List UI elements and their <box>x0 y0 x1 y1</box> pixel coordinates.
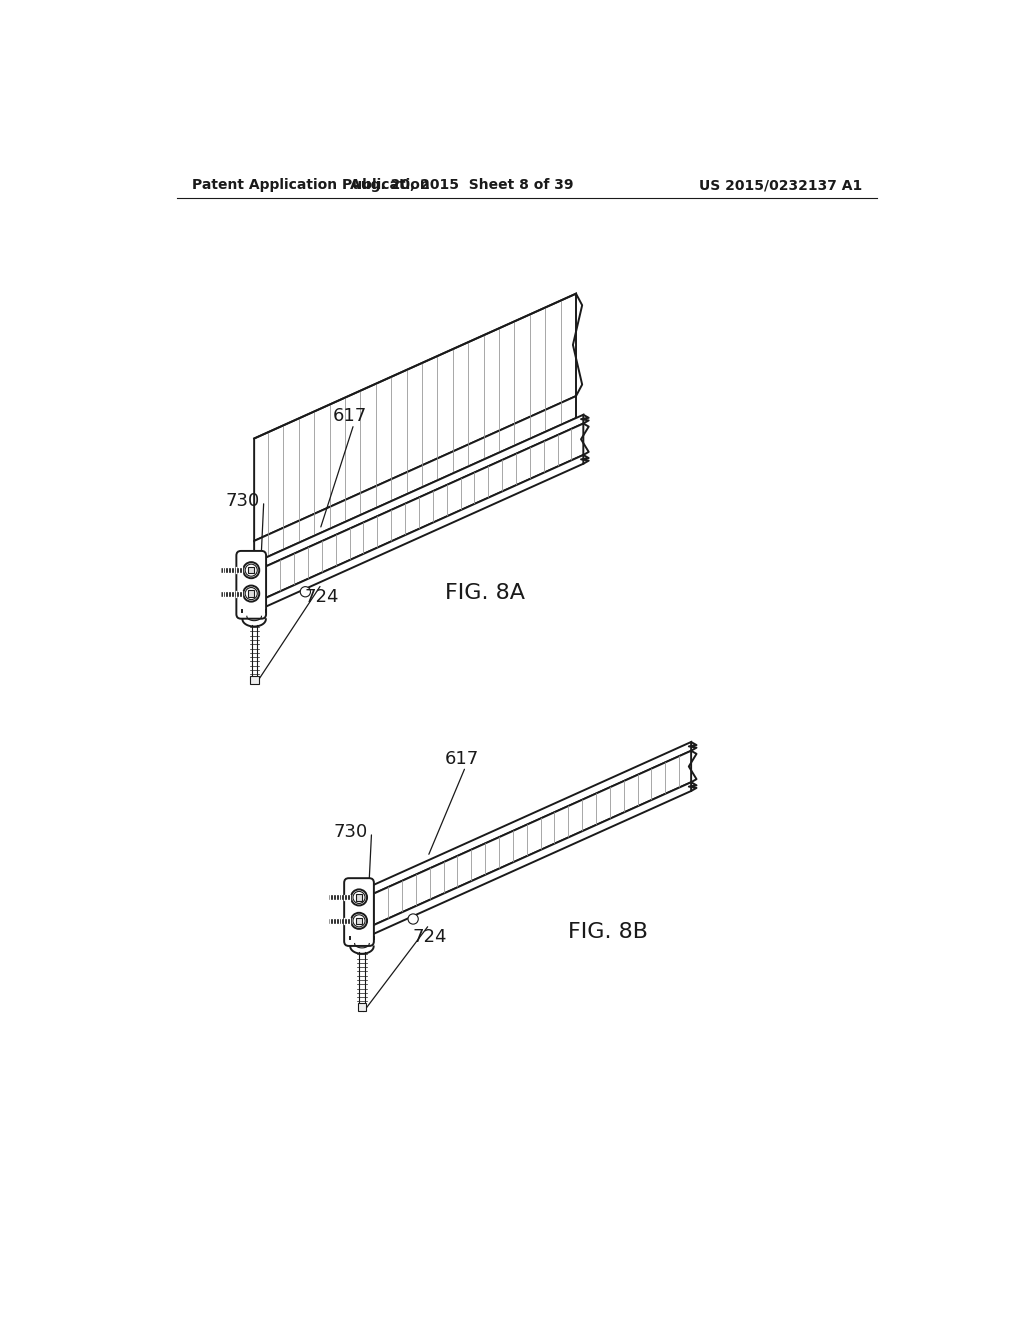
Text: FIG. 8B: FIG. 8B <box>568 923 648 942</box>
Text: Aug. 20, 2015  Sheet 8 of 39: Aug. 20, 2015 Sheet 8 of 39 <box>350 178 573 193</box>
Polygon shape <box>361 783 691 939</box>
Text: FIG. 8A: FIG. 8A <box>444 583 524 603</box>
Polygon shape <box>254 455 584 612</box>
Text: 724: 724 <box>304 589 339 606</box>
Polygon shape <box>248 590 254 597</box>
Text: 617: 617 <box>444 750 479 768</box>
Circle shape <box>353 891 365 903</box>
Circle shape <box>351 913 367 929</box>
FancyBboxPatch shape <box>237 550 266 619</box>
Polygon shape <box>254 293 577 541</box>
Polygon shape <box>357 1003 367 1011</box>
Circle shape <box>245 587 257 599</box>
Text: 724: 724 <box>412 928 446 946</box>
Polygon shape <box>355 894 362 900</box>
Text: 730: 730 <box>334 824 368 841</box>
Text: 730: 730 <box>225 492 260 510</box>
Polygon shape <box>248 568 254 573</box>
FancyBboxPatch shape <box>344 878 374 946</box>
Circle shape <box>243 562 259 578</box>
Polygon shape <box>254 424 584 603</box>
Polygon shape <box>361 742 691 899</box>
Circle shape <box>245 564 257 577</box>
Circle shape <box>300 586 310 597</box>
Text: 617: 617 <box>333 408 368 425</box>
Polygon shape <box>355 917 362 924</box>
Text: US 2015/0232137 A1: US 2015/0232137 A1 <box>698 178 862 193</box>
Polygon shape <box>254 414 584 572</box>
Polygon shape <box>361 751 691 931</box>
Polygon shape <box>250 676 258 684</box>
Text: Patent Application Publication: Patent Application Publication <box>193 178 430 193</box>
Circle shape <box>408 913 418 924</box>
Polygon shape <box>254 396 577 562</box>
Circle shape <box>351 890 367 906</box>
Circle shape <box>243 586 259 602</box>
Circle shape <box>353 915 365 927</box>
